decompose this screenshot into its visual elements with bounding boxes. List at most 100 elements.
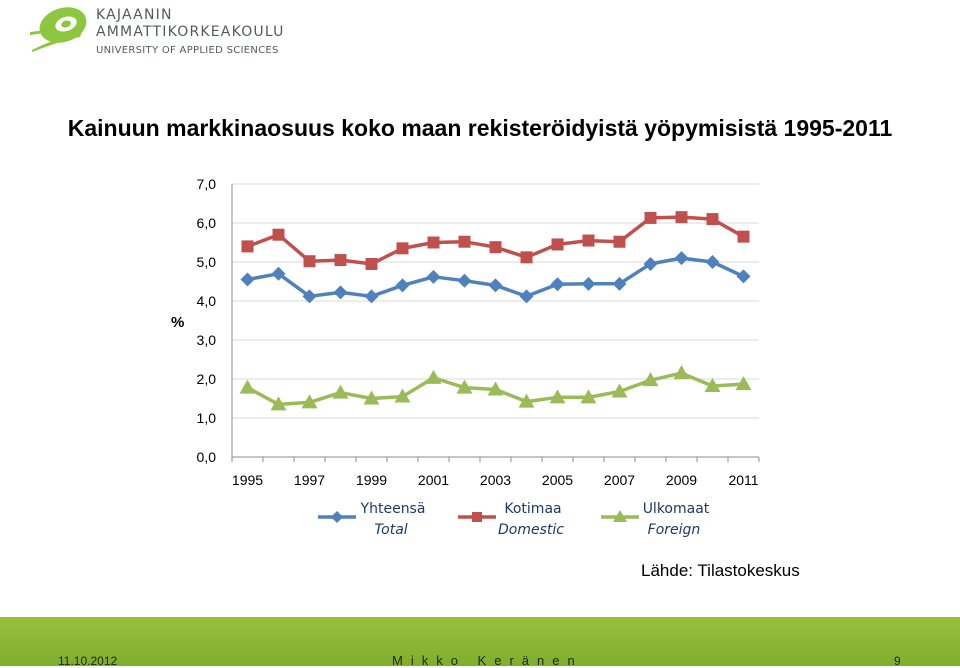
data-point: [364, 289, 379, 304]
chart-axes: [231, 184, 760, 462]
source-note: Lähde: Tilastokeskus: [641, 561, 800, 580]
data-point: [271, 266, 286, 281]
y-axis-label: %: [171, 314, 184, 331]
x-tick-label: 2001: [418, 472, 449, 488]
data-point: [303, 255, 316, 268]
x-tick-label: 2011: [728, 472, 758, 488]
chart-series: [239, 211, 752, 411]
data-point: [239, 379, 256, 394]
y-tick-label: 0,0: [197, 449, 217, 465]
data-point: [706, 213, 719, 226]
data-point: [675, 211, 688, 224]
data-point: [612, 276, 627, 291]
data-point: [301, 394, 318, 409]
data-point: [425, 369, 442, 384]
logo-line-3: UNIVERSITY OF APPLIED SCIENCES: [96, 45, 279, 56]
y-tick-label: 2,0: [197, 371, 217, 387]
series-yhteensä: [240, 251, 751, 304]
data-point: [581, 276, 596, 291]
data-point: [363, 390, 380, 405]
data-point: [487, 381, 504, 396]
data-point: [735, 376, 752, 391]
x-tick-label: 1995: [232, 472, 263, 488]
data-point: [241, 240, 254, 253]
data-point: [673, 365, 690, 380]
data-point: [736, 269, 751, 284]
x-tick-label: 1999: [356, 472, 387, 488]
data-point: [332, 384, 349, 399]
x-tick-label: 2009: [666, 472, 697, 488]
data-point: [457, 273, 472, 288]
data-point: [426, 269, 441, 284]
data-point: [488, 278, 503, 293]
chart-grid: [232, 183, 759, 419]
legend-sublabel: Domestic: [498, 522, 564, 538]
data-point: [613, 235, 626, 248]
data-point: [458, 235, 471, 248]
y-tick-label: 5,0: [197, 254, 217, 270]
x-tick-label: 2007: [604, 472, 635, 488]
data-point: [582, 234, 595, 247]
data-point: [272, 228, 285, 241]
logo-line-2: AMMATTIKORKEAKOULU: [96, 24, 285, 40]
data-point: [611, 383, 628, 398]
data-point: [737, 230, 750, 243]
y-tick-label: 3,0: [197, 332, 217, 348]
data-point: [302, 289, 317, 304]
data-point: [549, 389, 566, 404]
data-point: [240, 272, 255, 287]
data-point: [613, 510, 627, 522]
data-point: [270, 396, 287, 411]
chart-legend: Yhteensä Total Kotimaa Domestic Ulkomaat Fore…: [318, 501, 710, 538]
data-point: [365, 257, 378, 270]
data-point: [644, 211, 657, 224]
data-point: [334, 254, 347, 267]
logo: KAJAANIN AMMATTIKORKEAKOULU UNIVERSITY O…: [30, 2, 290, 58]
data-point: [396, 242, 409, 255]
data-point: [518, 393, 535, 408]
y-tick-label: 4,0: [197, 293, 217, 309]
x-tick-label: 2003: [480, 472, 511, 488]
data-point: [427, 236, 440, 249]
data-point: [580, 389, 597, 404]
y-tick-label: 1,0: [197, 410, 217, 426]
data-point: [394, 388, 411, 403]
footer-bar: 11.10.2012 Mikko Keränen 9: [0, 617, 960, 668]
x-tick-label: 1997: [294, 472, 325, 488]
data-point: [333, 285, 348, 300]
legend-label: Ulkomaat: [643, 501, 710, 517]
logo-swoosh-icon: [30, 7, 87, 52]
x-tick-label: 2005: [542, 472, 573, 488]
data-point: [520, 251, 533, 264]
data-point: [550, 277, 565, 292]
data-point: [551, 238, 564, 251]
footer-date: 11.10.2012: [58, 654, 118, 668]
footer-author: Mikko Keränen: [392, 653, 583, 668]
data-point: [705, 255, 720, 269]
data-point: [472, 512, 482, 522]
data-point: [643, 256, 658, 271]
logo-line-1: KAJAANIN: [96, 7, 173, 23]
line-chart: 0,0 1,0 2,0 3,0 4,0 5,0 6,0 7,0 1995 1997 1999 2001…: [171, 176, 760, 538]
series-ulkomaat: [239, 365, 752, 411]
legend-item-kotimaa: Kotimaa Domestic: [458, 501, 564, 538]
legend-label: Yhteensä: [360, 501, 426, 517]
legend-sublabel: Foreign: [648, 522, 701, 538]
series-line: [246, 215, 745, 266]
legend-label: Kotimaa: [504, 501, 561, 517]
data-point: [519, 289, 534, 304]
data-point: [704, 378, 721, 393]
series-kotimaa: [241, 211, 750, 270]
data-point: [489, 241, 502, 254]
slide-title: Kainuun markkinaosuus koko maan rekister…: [67, 115, 893, 141]
data-point: [674, 251, 689, 266]
data-point: [456, 379, 473, 394]
legend-item-ulkomaat: Ulkomaat Foreign: [601, 501, 710, 538]
legend-sublabel: Total: [374, 522, 407, 538]
chart-tick-labels: 0,0 1,0 2,0 3,0 4,0 5,0 6,0 7,0 1995 1997 1999 2001…: [197, 176, 759, 488]
legend-item-yhteensä: Yhteensä Total: [318, 501, 425, 538]
page-number: 9: [894, 654, 901, 668]
data-point: [395, 278, 410, 293]
y-tick-label: 7,0: [197, 176, 217, 192]
y-tick-label: 6,0: [197, 215, 217, 231]
